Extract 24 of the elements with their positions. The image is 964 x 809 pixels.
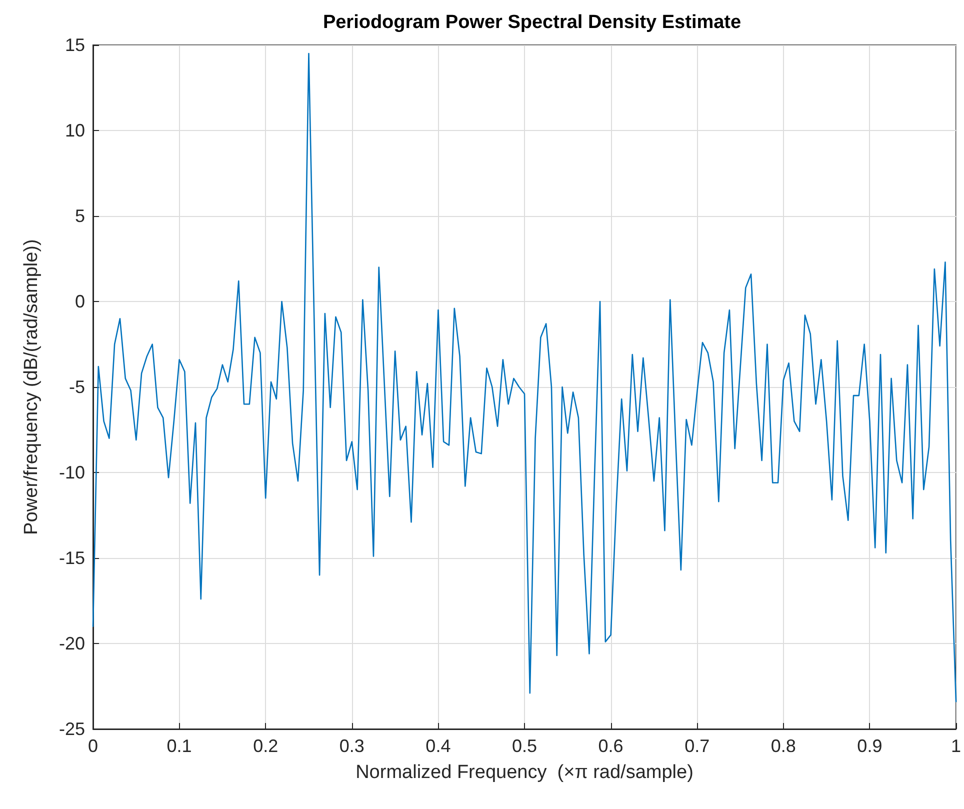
- y-tick-label: -25: [58, 719, 85, 739]
- y-tick-label: 0: [74, 292, 85, 312]
- y-tick-label: -15: [58, 548, 85, 568]
- y-tick-label: 15: [64, 35, 85, 55]
- y-tick-label: -5: [68, 377, 85, 397]
- x-tick-label: 0.8: [770, 736, 796, 756]
- y-tick-label: 10: [64, 120, 85, 140]
- x-tick-label: 0.7: [684, 736, 710, 756]
- y-tick-label: 5: [74, 206, 85, 226]
- x-tick-label: 0: [88, 736, 98, 756]
- y-axis-title: Power/frequency (dB/(rad/sample)): [21, 239, 42, 535]
- x-tick-label: 0.2: [253, 736, 278, 756]
- x-tick-label: 0.3: [339, 736, 364, 756]
- x-axis-title: Normalized Frequency (×π rad/sample): [356, 762, 694, 783]
- x-tick-label: 0.1: [166, 736, 192, 756]
- x-tick-label: 0.6: [598, 736, 624, 756]
- chart-title: Periodogram Power Spectral Density Estimate: [322, 12, 742, 33]
- y-tick-label: -20: [58, 634, 85, 654]
- y-tick-label: -10: [58, 462, 85, 482]
- line-series: [92, 52, 957, 702]
- x-tick-label: 0.4: [426, 736, 451, 756]
- x-tick-label: 0.5: [512, 736, 538, 756]
- x-tick-label: 1: [950, 736, 961, 756]
- x-tick-label: 0.9: [857, 736, 882, 756]
